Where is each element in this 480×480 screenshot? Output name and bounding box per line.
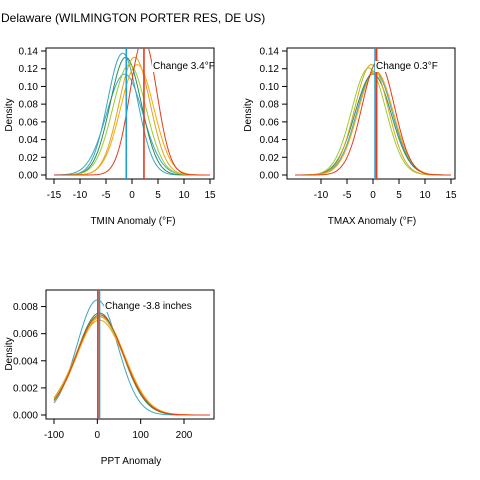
tmax-density-curve-3 (295, 64, 451, 176)
page-title: Delaware (WILMINGTON PORTER RES, DE US) (1, 11, 266, 25)
tmax-density-curve-1 (295, 73, 451, 176)
tmin-change-annotation: Change 3.4°F (153, 61, 215, 72)
tmin-x-tick-label: 0 (129, 190, 135, 201)
ppt-density-curve-2 (53, 316, 210, 416)
tmax-plot-frame (286, 47, 456, 180)
ppt-density-curve-1 (53, 312, 210, 416)
ppt-y-axis-label: Density (4, 337, 15, 370)
tmin-x-tick-label: 15 (204, 190, 216, 201)
ppt-density-curve-5 (53, 314, 210, 416)
ppt-y-tick-label: 0.002 (13, 383, 38, 394)
tmin-density-curve-6 (54, 49, 210, 176)
tmax-density-curve-0 (294, 70, 451, 176)
tmin-plot-frame (45, 47, 215, 180)
ppt-density-curve-4 (53, 316, 210, 416)
ppt-x-tick-label: 0 (95, 430, 101, 441)
ppt-x-tick-label: 200 (176, 430, 193, 441)
ppt-x-tick-label: -100 (44, 430, 64, 441)
tmax-x-tick-label: 10 (419, 190, 431, 201)
tmax-y-tick-label: 0.00 (260, 171, 280, 182)
tmax-x-tick-label: 15 (445, 190, 457, 201)
ppt-annotation-background (104, 301, 193, 312)
tmin-density-curve-0 (53, 73, 210, 176)
tmax-x-axis-label: TMAX Anomaly (°F) (328, 216, 416, 227)
ppt-y-tick-label: 0.008 (13, 302, 38, 313)
tmin-annotation-background (152, 61, 213, 72)
tmax-density-curve-2 (295, 67, 451, 176)
tmax-annotation-background (375, 61, 439, 72)
tmax-x-tick-label: -10 (314, 190, 329, 201)
ppt-density-curve-3 (53, 319, 211, 416)
tmin-y-tick-label: 0.08 (19, 100, 39, 111)
ppt-x-axis-label: PPT Anomaly (101, 456, 161, 467)
tmax-density-curve-5 (295, 60, 452, 176)
ppt-y-tick-label: 0.000 (13, 411, 38, 422)
tmin-y-tick-label: 0.02 (19, 153, 39, 164)
tmin-y-tick-label: 0.10 (19, 82, 39, 93)
tmax-x-tick-label: -5 (343, 190, 352, 201)
tmax-y-tick-label: 0.08 (260, 100, 280, 111)
tmax-y-tick-label: 0.04 (260, 135, 280, 146)
tmin-x-tick-label: -10 (73, 190, 88, 201)
tmin-y-tick-label: 0.12 (19, 64, 39, 75)
tmax-y-tick-label: 0.02 (260, 153, 280, 164)
ppt-density-curve-0 (53, 299, 210, 416)
ppt-y-tick-label: 0.006 (13, 329, 38, 340)
tmax-x-tick-label: 5 (396, 190, 402, 201)
tmin-x-axis-label: TMIN Anomaly (°F) (90, 216, 175, 227)
tmax-y-axis-label: Density (243, 98, 254, 131)
tmax-change-annotation: Change 0.3°F (376, 61, 438, 72)
tmin-x-tick-label: -15 (47, 190, 62, 201)
tmin-x-tick-label: -5 (102, 190, 111, 201)
ppt-x-tick-label: 100 (132, 430, 149, 441)
tmin-x-tick-label: 5 (155, 190, 161, 201)
tmax-y-tick-label: 0.14 (260, 47, 280, 58)
tmax-y-tick-label: 0.10 (260, 82, 280, 93)
ppt-y-tick-label: 0.004 (13, 356, 38, 367)
tmin-y-tick-label: 0.04 (19, 135, 39, 146)
tmin-y-tick-label: 0.00 (19, 171, 39, 182)
tmin-y-tick-label: 0.14 (19, 47, 39, 58)
tmin-x-tick-label: 10 (178, 190, 190, 201)
tmin-y-axis-label: Density (4, 98, 15, 131)
tmax-x-tick-label: 0 (370, 190, 376, 201)
tmax-y-tick-label: 0.06 (260, 117, 280, 128)
tmax-y-tick-label: 0.12 (260, 64, 280, 75)
ppt-plot-frame (45, 289, 215, 420)
ppt-change-annotation: Change -3.8 inches (105, 301, 192, 312)
tmin-y-tick-label: 0.06 (19, 117, 39, 128)
tmax-density-curve-4 (295, 70, 452, 176)
